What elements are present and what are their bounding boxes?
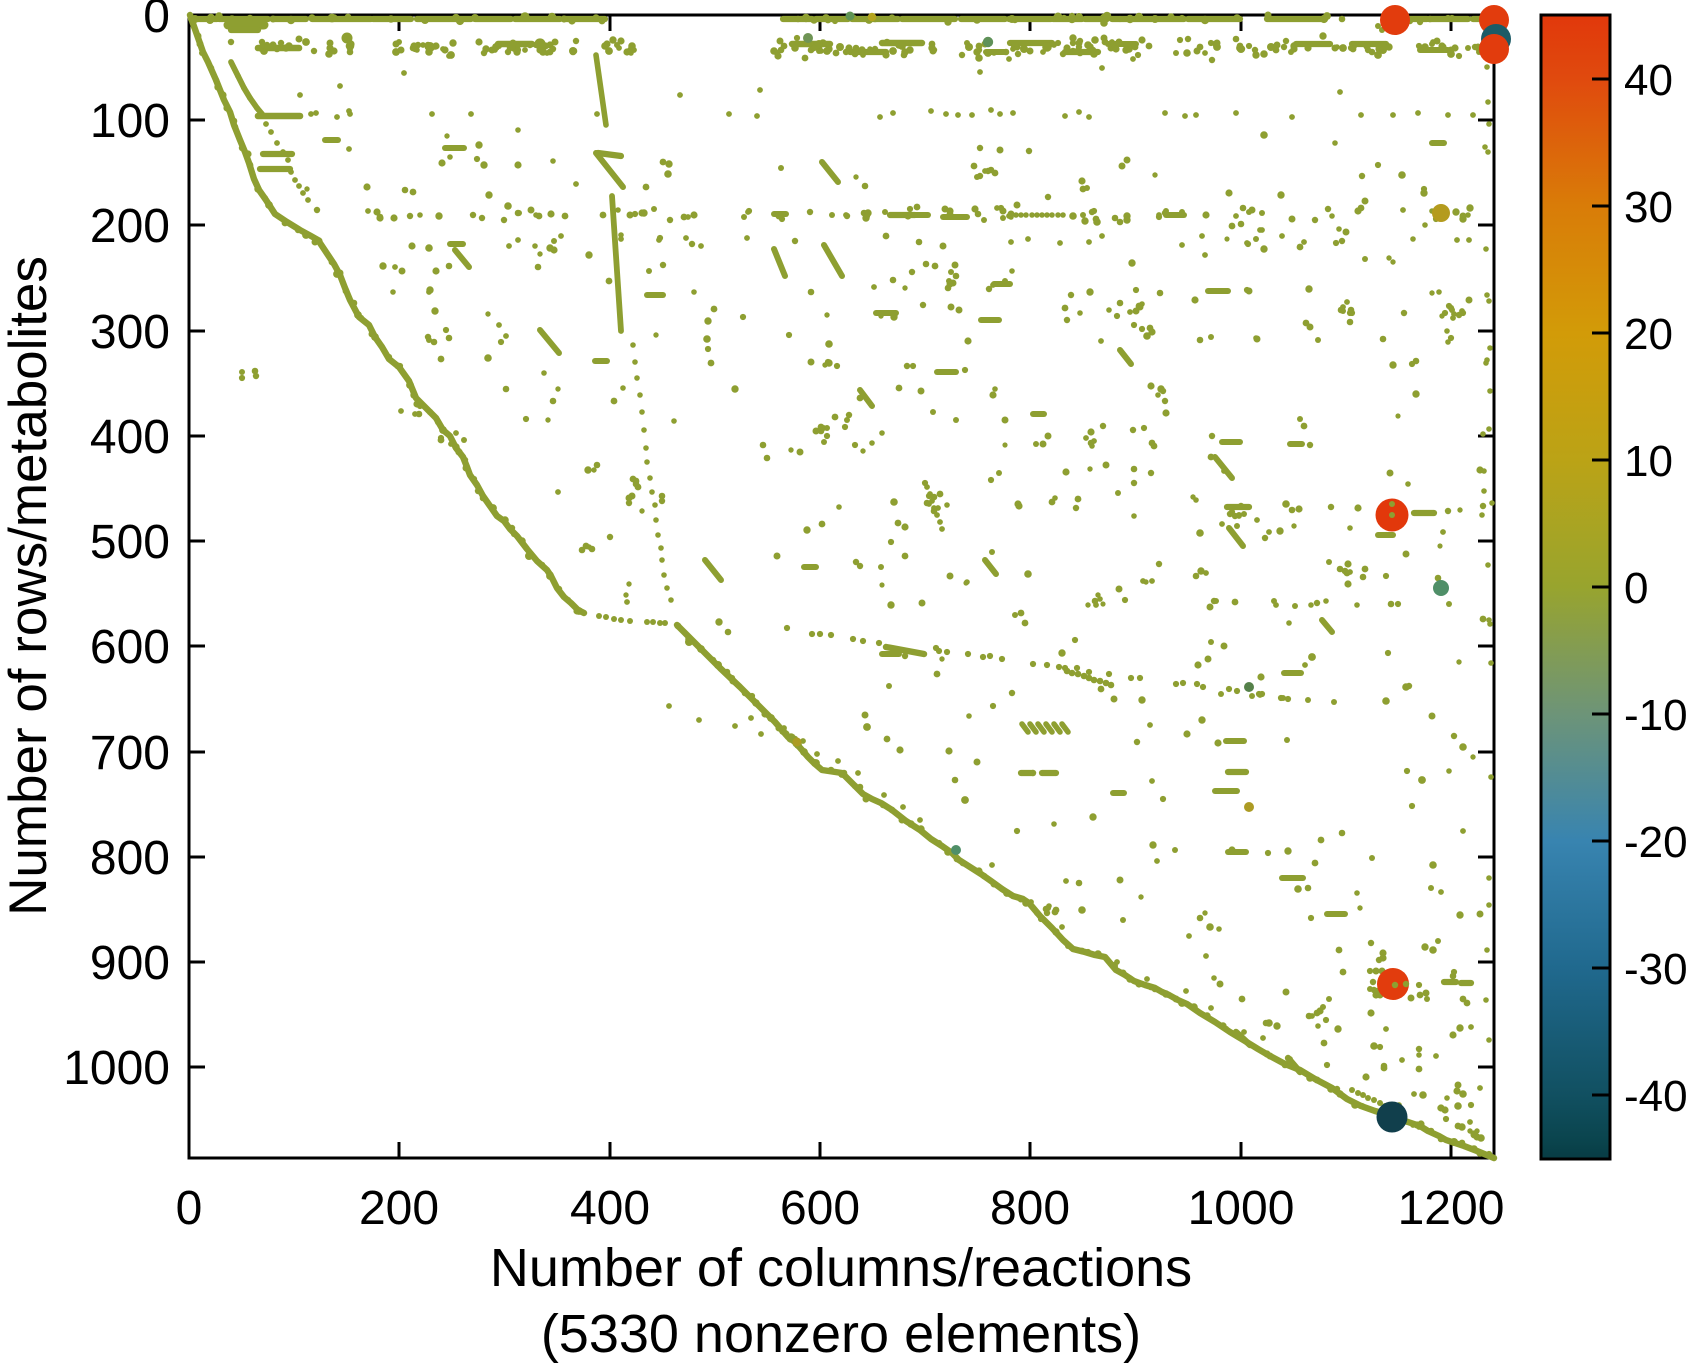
svg-text:300: 300 xyxy=(90,306,170,359)
svg-text:-20: -20 xyxy=(1624,818,1687,867)
svg-text:40: 40 xyxy=(1624,56,1673,105)
svg-text:-10: -10 xyxy=(1624,691,1687,740)
svg-text:600: 600 xyxy=(90,621,170,674)
svg-text:400: 400 xyxy=(90,411,170,464)
svg-text:10: 10 xyxy=(1624,437,1673,486)
svg-text:1000: 1000 xyxy=(63,1042,170,1095)
svg-text:100: 100 xyxy=(90,95,170,148)
svg-text:Number of columns/reactions: Number of columns/reactions xyxy=(490,1238,1192,1298)
svg-text:200: 200 xyxy=(359,1182,439,1235)
svg-text:30: 30 xyxy=(1624,183,1673,232)
svg-text:800: 800 xyxy=(90,832,170,885)
svg-text:1200: 1200 xyxy=(1398,1182,1505,1235)
svg-text:400: 400 xyxy=(570,1182,650,1235)
svg-text:200: 200 xyxy=(90,200,170,253)
svg-text:-40: -40 xyxy=(1624,1072,1687,1121)
svg-text:800: 800 xyxy=(990,1182,1070,1235)
svg-text:700: 700 xyxy=(90,727,170,780)
svg-text:0: 0 xyxy=(143,0,170,43)
svg-text:1000: 1000 xyxy=(1188,1182,1295,1235)
svg-text:-30: -30 xyxy=(1624,945,1687,994)
svg-text:900: 900 xyxy=(90,937,170,990)
svg-text:(5330 nonzero elements): (5330 nonzero elements) xyxy=(541,1304,1141,1364)
svg-text:500: 500 xyxy=(90,516,170,569)
svg-text:20: 20 xyxy=(1624,310,1673,359)
svg-text:600: 600 xyxy=(780,1182,860,1235)
svg-text:0: 0 xyxy=(176,1182,203,1235)
svg-text:Number of rows/metabolites: Number of rows/metabolites xyxy=(0,256,58,916)
svg-text:0: 0 xyxy=(1624,564,1648,613)
